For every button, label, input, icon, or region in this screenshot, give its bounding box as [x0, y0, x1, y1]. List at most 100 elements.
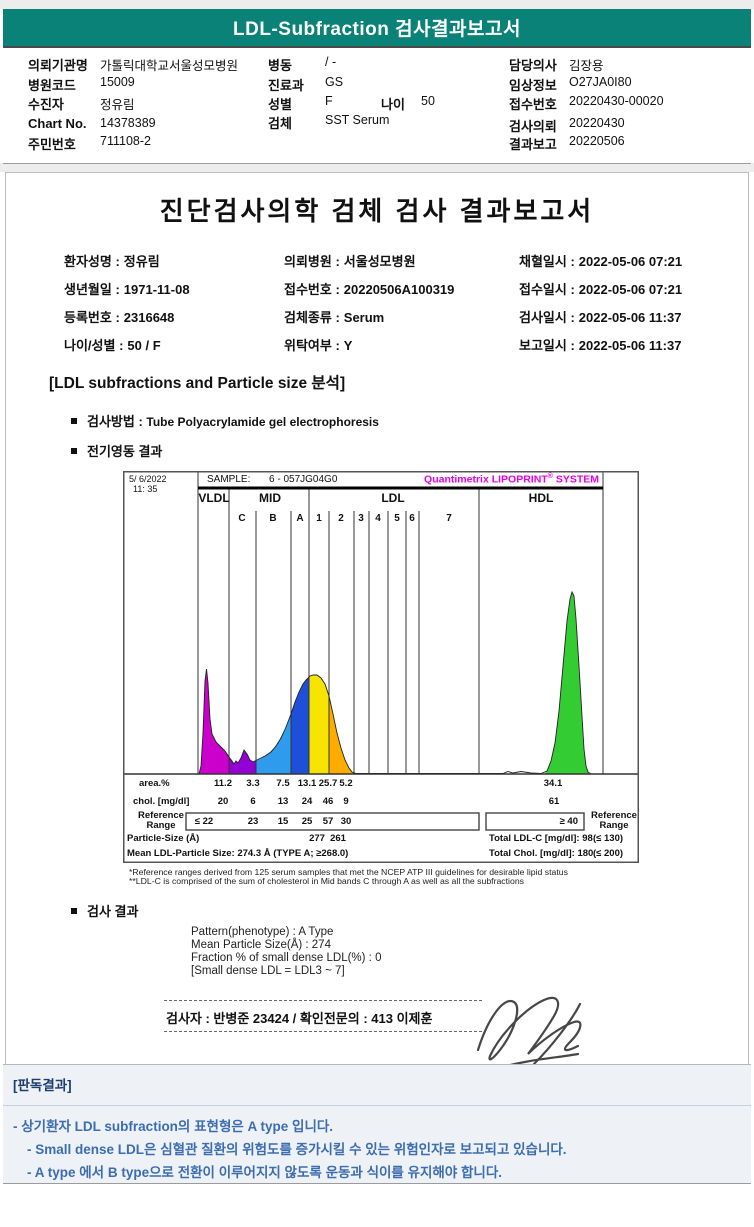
field-value: 20220430	[569, 116, 625, 130]
region-label-mid: MID	[259, 491, 281, 505]
band-label-7: 7	[446, 513, 452, 524]
chol-value: 13	[277, 796, 289, 807]
interpretation-line: - 상기환자 LDL subfraction의 표현형은 A type 입니다.	[13, 1119, 334, 1134]
band-label-1: 1	[316, 513, 322, 524]
chol-value: 20	[217, 796, 229, 807]
info-row: 접수일시 :2022-05-06 07:21	[519, 282, 683, 297]
ref-value: 30	[340, 816, 352, 827]
mid-c-band-area	[229, 750, 256, 774]
field-label: 성별	[268, 97, 292, 112]
field-label: 수진자	[28, 97, 64, 112]
bullet-square-icon	[71, 908, 77, 914]
dashed-divider	[164, 1031, 482, 1032]
result-line: Fraction % of small dense LDL(%) : 0	[191, 952, 382, 964]
mean-particle-size: Mean LDL-Particle Size: 274.3 Å (TYPE A;…	[127, 848, 349, 859]
region-label-hdl: HDL	[528, 491, 554, 505]
field-label: 의뢰기관명	[28, 58, 88, 73]
total-ldl-c-ref: (≤ 130)	[593, 833, 624, 844]
info-row: 보고일시 :2022-05-06 11:37	[519, 338, 682, 353]
ref-value: ≤ 22	[194, 816, 214, 827]
field-label: 병원코드	[28, 78, 76, 93]
area-value: 13.1	[297, 778, 317, 789]
age-label: 나이	[381, 97, 405, 112]
bullet-square-icon	[71, 448, 77, 454]
result-line: [Small dense LDL = LDL3 ~ 7]	[191, 965, 345, 977]
ref-range-label: Range	[146, 820, 176, 831]
ldl2-band-area	[329, 696, 354, 774]
particle-size-label: Particle-Size (Å)	[127, 833, 200, 844]
chart-border	[123, 471, 639, 863]
footnote-1: *Reference ranges derived from 125 serum…	[129, 867, 568, 877]
lab-report-panel: 진단검사의학 검체 검사 결과보고서 환자성명 : 정유림 생년월일 :1971-…	[5, 172, 749, 1070]
band-label-2: 2	[338, 513, 344, 524]
ref-value: 15	[277, 816, 289, 827]
electrophoresis-line: 전기영동 결과	[71, 441, 162, 460]
interpretation-line: - A type 에서 B type으로 전환이 이루어지지 않도록 운동과 식…	[27, 1165, 503, 1180]
tester-line: 검사자 : 반병준 23424 / 확인전문의 : 413 이제훈	[166, 1011, 433, 1026]
chol-value: 9	[343, 796, 349, 807]
chol-value-hdl: 61	[548, 796, 560, 807]
total-chol-ref: (≤ 200)	[593, 848, 624, 859]
area-value: 3.3	[246, 778, 260, 789]
area-value: 11.2	[214, 778, 232, 789]
info-row: 생년월일 :1971-11-08	[64, 282, 190, 297]
region-label-vldl: VLDL	[198, 491, 230, 505]
band-label-a: A	[296, 513, 304, 524]
header-gap-strip	[0, 163, 754, 172]
dashed-divider	[164, 1000, 482, 1001]
footnote-2: **LDL-C is comprised of the sum of chole…	[129, 876, 524, 886]
info-row: 검사일시 :2022-05-06 11:37	[519, 310, 682, 325]
ldl1-band-area	[309, 675, 329, 774]
lipoprint-chart-svg	[123, 471, 639, 863]
info-row: 채혈일시 :2022-05-06 07:21	[519, 254, 683, 269]
particle-size-value: 261	[330, 833, 346, 844]
field-value: O27JA0I80	[569, 75, 632, 89]
section-title: [LDL subfractions and Particle size 분석]	[49, 375, 346, 392]
registered-mark-icon: ®	[547, 473, 553, 480]
result-section-label: 검사 결과	[71, 901, 138, 920]
ref-value: 25	[301, 816, 313, 827]
field-label: 진료과	[268, 78, 304, 93]
field-value: 정유림	[100, 98, 135, 112]
interpretation-panel: [판독결과] - 상기환자 LDL subfraction의 표현형은 A ty…	[3, 1064, 751, 1184]
field-value: 14378389	[100, 116, 156, 130]
patient-header: 의뢰기관명 가톨릭대학교서울성모병원 병원코드 15009 수진자 정유림 Ch…	[3, 48, 751, 164]
ref-value: 57	[322, 816, 334, 827]
field-label: 임상정보	[509, 78, 557, 93]
field-label: 병동	[268, 58, 292, 73]
ref-range-label: Reference	[138, 810, 184, 821]
area-row-label: area.%	[139, 778, 170, 789]
top-gray-strip	[0, 0, 754, 9]
result-line: Pattern(phenotype) : A Type	[191, 926, 334, 938]
lane-grid-lines	[197, 471, 604, 774]
field-value: 711108-2	[100, 134, 151, 148]
sample-label: SAMPLE:	[207, 474, 251, 485]
hdl-band-area	[544, 592, 589, 774]
field-value: SST Serum	[325, 113, 390, 127]
lipoprint-brand: Quantimetrix LIPOPRINT® SYSTEM	[424, 473, 599, 486]
field-value: 20220430-00020	[569, 94, 664, 108]
ref-range-label-right: Reference	[591, 810, 637, 821]
field-label: 결과보고	[509, 137, 557, 152]
field-value: / -	[325, 55, 337, 69]
ref-range-label-right: Range	[599, 820, 629, 831]
field-label: 검사의뢰	[509, 119, 557, 134]
sample-value: 6 - 057JG04G0	[269, 474, 338, 485]
field-value: 20220506	[569, 134, 625, 148]
field-value: F	[325, 94, 333, 108]
particle-size-value: 277	[309, 833, 325, 844]
area-value: 5.2	[339, 778, 353, 789]
chol-row-label: chol. [mg/dl]	[133, 796, 190, 807]
field-label: 주민번호	[28, 137, 76, 152]
reference-range-box-left	[185, 812, 480, 831]
field-label: Chart No.	[28, 116, 87, 131]
interpretation-title: [판독결과]	[13, 1078, 72, 1093]
area-value-hdl: 34.1	[543, 778, 563, 789]
band-label-5: 5	[394, 513, 400, 524]
field-value: 15009	[100, 75, 135, 89]
band-label-6: 6	[409, 513, 415, 524]
field-label: 접수번호	[509, 97, 557, 112]
band-label-4: 4	[375, 513, 381, 524]
info-row: 검체종류 : Serum	[284, 310, 385, 325]
